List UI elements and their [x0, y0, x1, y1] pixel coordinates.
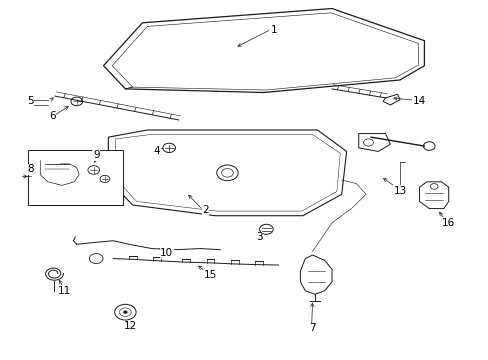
- Bar: [28, 150, 122, 205]
- Text: 15: 15: [203, 270, 217, 280]
- Text: 12: 12: [123, 321, 137, 332]
- Text: 2: 2: [202, 205, 208, 215]
- Text: 14: 14: [412, 96, 426, 107]
- Text: 5: 5: [27, 96, 34, 107]
- Text: 8: 8: [27, 164, 34, 174]
- Text: 7: 7: [308, 323, 315, 333]
- Text: 10: 10: [160, 248, 173, 258]
- Text: 9: 9: [93, 150, 100, 160]
- Text: 13: 13: [393, 186, 406, 196]
- Text: 6: 6: [49, 111, 56, 121]
- Text: 1: 1: [270, 25, 276, 35]
- Text: 16: 16: [441, 218, 454, 228]
- Text: 3: 3: [255, 232, 262, 242]
- Text: 11: 11: [58, 286, 71, 296]
- Circle shape: [123, 311, 127, 314]
- Text: 4: 4: [153, 147, 160, 157]
